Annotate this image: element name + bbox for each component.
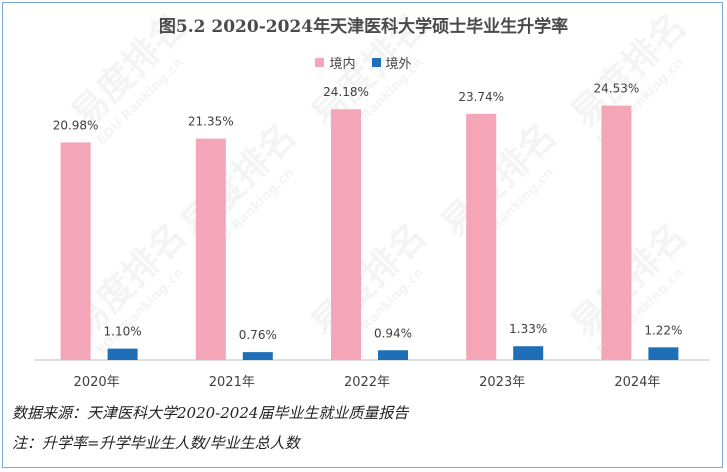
- legend-swatch-abroad: [371, 58, 381, 67]
- bar-domestic: [331, 109, 361, 360]
- bar-domestic: [195, 138, 226, 360]
- legend-item-domestic: 境内: [315, 53, 356, 72]
- bar-abroad: [648, 347, 679, 360]
- definition-note: 注：升学率=升学毕业生人数/毕业生总人数: [12, 434, 300, 452]
- bar-domestic: [60, 142, 91, 360]
- data-label-domestic: 21.35%: [188, 115, 234, 129]
- data-label-abroad: 0.76%: [239, 328, 277, 342]
- data-label-abroad: 0.94%: [374, 326, 412, 340]
- x-tick-label: 2023年: [479, 375, 525, 390]
- legend-item-abroad: 境外: [371, 53, 412, 72]
- data-label-domestic: 23.74%: [458, 90, 504, 104]
- legend: 境内 境外: [0, 53, 727, 72]
- legend-label-abroad: 境外: [385, 57, 412, 72]
- data-label-abroad: 1.33%: [509, 322, 547, 336]
- legend-label-domestic: 境内: [329, 57, 356, 72]
- bar-abroad: [378, 350, 408, 360]
- bar-abroad: [107, 348, 138, 360]
- data-label-abroad: 1.10%: [104, 325, 142, 339]
- bar-domestic: [601, 105, 632, 361]
- legend-swatch-domestic: [315, 58, 325, 67]
- bar-domestic: [466, 113, 497, 361]
- x-tick-label: 2020年: [74, 375, 120, 390]
- bar-abroad: [513, 346, 544, 360]
- x-tick-label: 2022年: [344, 375, 390, 390]
- source-note: 数据来源：天津医科大学2020-2024届毕业生就业质量报告: [12, 404, 409, 422]
- bar-abroad: [242, 352, 273, 360]
- x-tick-label: 2024年: [614, 375, 660, 390]
- bar-chart: 20.98% 1.10% 2020年 21.35% 0.76% 2021年 24.18% 0.…: [34, 82, 710, 390]
- data-label-abroad: 1.22%: [644, 323, 682, 337]
- chart-title: 图5.2 2020-2024年天津医科大学硕士毕业生升学率: [158, 17, 569, 37]
- data-label-domestic: 24.53%: [594, 82, 640, 96]
- x-tick-label: 2021年: [209, 375, 255, 390]
- data-label-domestic: 20.98%: [53, 118, 99, 132]
- data-label-domestic: 24.18%: [323, 85, 369, 99]
